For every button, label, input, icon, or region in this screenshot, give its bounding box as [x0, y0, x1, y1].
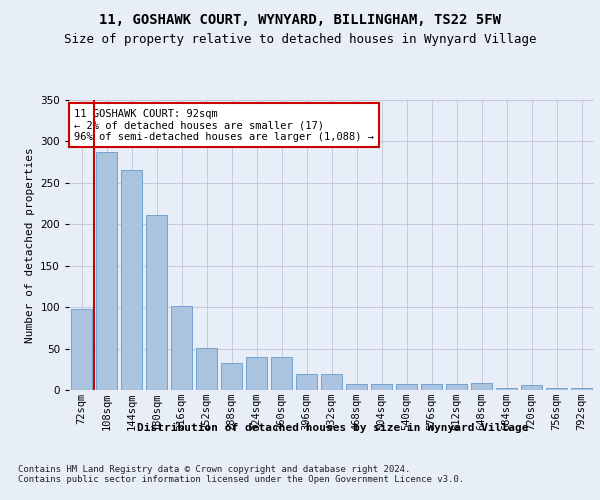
Bar — [396, 384, 417, 390]
Text: Size of property relative to detached houses in Wynyard Village: Size of property relative to detached ho… — [64, 32, 536, 46]
Bar — [71, 309, 92, 390]
Bar — [421, 384, 442, 390]
Bar — [571, 388, 592, 390]
Text: 11 GOSHAWK COURT: 92sqm
← 2% of detached houses are smaller (17)
96% of semi-det: 11 GOSHAWK COURT: 92sqm ← 2% of detached… — [74, 108, 374, 142]
Bar — [446, 384, 467, 390]
Bar — [196, 348, 217, 390]
Bar — [546, 388, 567, 390]
Bar — [171, 306, 192, 390]
Bar — [346, 384, 367, 390]
Bar — [296, 374, 317, 390]
Y-axis label: Number of detached properties: Number of detached properties — [25, 147, 35, 343]
Bar — [521, 385, 542, 390]
Bar — [146, 215, 167, 390]
Bar — [246, 357, 267, 390]
Bar — [221, 362, 242, 390]
Text: 11, GOSHAWK COURT, WYNYARD, BILLINGHAM, TS22 5FW: 11, GOSHAWK COURT, WYNYARD, BILLINGHAM, … — [99, 12, 501, 26]
Bar — [471, 384, 492, 390]
Bar — [496, 388, 517, 390]
Text: Distribution of detached houses by size in Wynyard Village: Distribution of detached houses by size … — [137, 422, 529, 432]
Bar — [96, 152, 117, 390]
Bar — [121, 170, 142, 390]
Text: Contains HM Land Registry data © Crown copyright and database right 2024.
Contai: Contains HM Land Registry data © Crown c… — [18, 465, 464, 484]
Bar — [321, 374, 342, 390]
Bar — [371, 384, 392, 390]
Bar — [271, 357, 292, 390]
